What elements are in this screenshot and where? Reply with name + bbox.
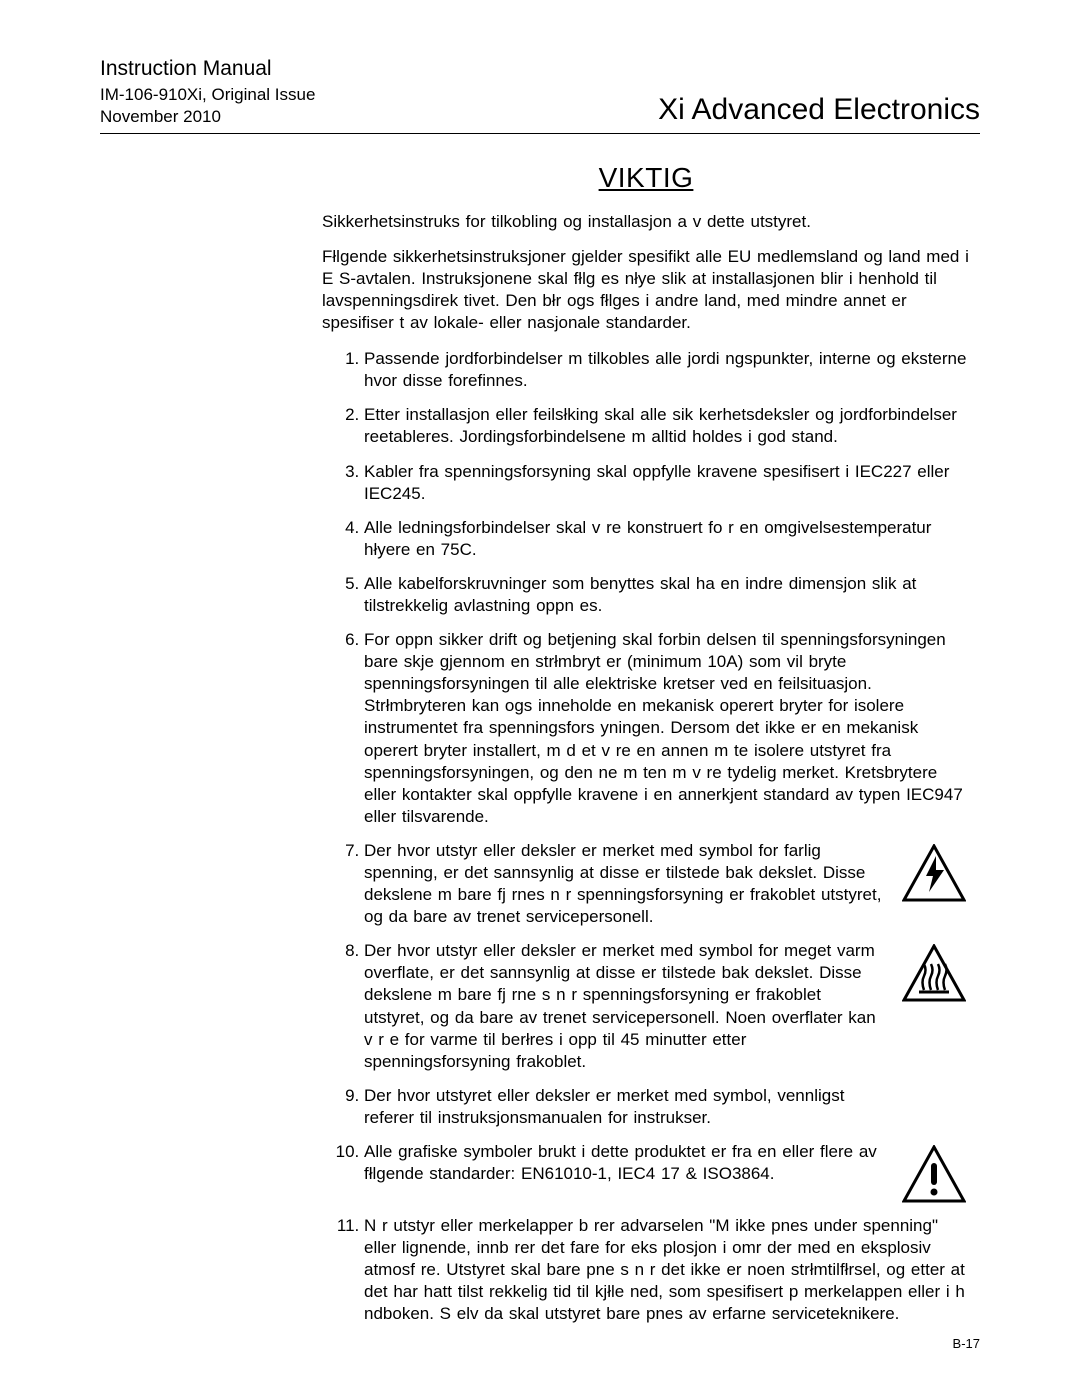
high-voltage-icon [902,844,966,902]
page-number: B-17 [953,1336,980,1351]
intro-line: Sikkerhetsinstruks for tilkobling og ins… [322,212,970,232]
icon-box [898,1085,970,1089]
icon-box [898,1141,970,1203]
list-item: Alle ledningsforbindelser skal v re kons… [364,517,970,561]
list-item-text: N r utstyr eller merkelapper b rer advar… [364,1215,970,1325]
doc-number: IM-106-910Xi, Original Issue [100,84,315,105]
doc-date: November 2010 [100,106,315,127]
page: Instruction Manual IM-106-910Xi, Origina… [0,0,1080,1397]
list-item-text: Alle grafiske symboler brukt i dette pro… [364,1141,882,1185]
product-title: Xi Advanced Electronics [658,93,980,127]
list-item: N r utstyr eller merkelapper b rer advar… [364,1215,970,1325]
page-header: Instruction Manual IM-106-910Xi, Origina… [100,56,980,134]
content-column: VIKTIG Sikkerhetsinstruks for tilkobling… [322,162,980,1326]
list-item-row: Der hvor utstyr eller deksler er merket … [364,940,970,1073]
list-item: For oppn sikker drift og betjening skal … [364,629,970,828]
intro-paragraph: Fłlgende sikkerhetsinstruksjoner gjelder… [322,246,970,334]
list-item: Der hvor utstyr eller deksler er merket … [364,840,970,928]
list-item: Passende jordforbindelser m tilkobles al… [364,348,970,392]
list-item-row: Der hvor utstyr eller deksler er merket … [364,840,970,928]
list-item: Alle grafiske symboler brukt i dette pro… [364,1141,970,1203]
icon-box [898,840,970,902]
list-item: Der hvor utstyr eller deksler er merket … [364,940,970,1073]
list-item-text: Alle ledningsforbindelser skal v re kons… [364,517,970,561]
list-item-text: For oppn sikker drift og betjening skal … [364,629,970,828]
hot-surface-icon [902,944,966,1002]
list-item-text: Der hvor utstyr eller deksler er merket … [364,940,882,1073]
list-item: Kabler fra spenningsforsyning skal oppfy… [364,461,970,505]
section-title: VIKTIG [322,162,970,194]
list-item-text: Etter installasjon eller feilsłking skal… [364,404,970,448]
header-left-block: Instruction Manual IM-106-910Xi, Origina… [100,56,315,127]
list-item: Etter installasjon eller feilsłking skal… [364,404,970,448]
list-item-row: Alle grafiske symboler brukt i dette pro… [364,1141,970,1203]
manual-label: Instruction Manual [100,56,315,82]
list-item-text: Kabler fra spenningsforsyning skal oppfy… [364,461,970,505]
list-item-text: Der hvor utstyret eller deksler er merke… [364,1085,882,1129]
list-item: Alle kabelforskruvninger som benyttes sk… [364,573,970,617]
list-item-text: Alle kabelforskruvninger som benyttes sk… [364,573,970,617]
list-item-text: Der hvor utstyr eller deksler er merket … [364,840,882,928]
instruction-list: Passende jordforbindelser m tilkobles al… [322,348,970,1325]
list-item-text: Passende jordforbindelser m tilkobles al… [364,348,970,392]
list-item-row: Der hvor utstyret eller deksler er merke… [364,1085,970,1129]
list-item: Der hvor utstyret eller deksler er merke… [364,1085,970,1129]
icon-box [898,940,970,1002]
warning-icon [902,1145,966,1203]
